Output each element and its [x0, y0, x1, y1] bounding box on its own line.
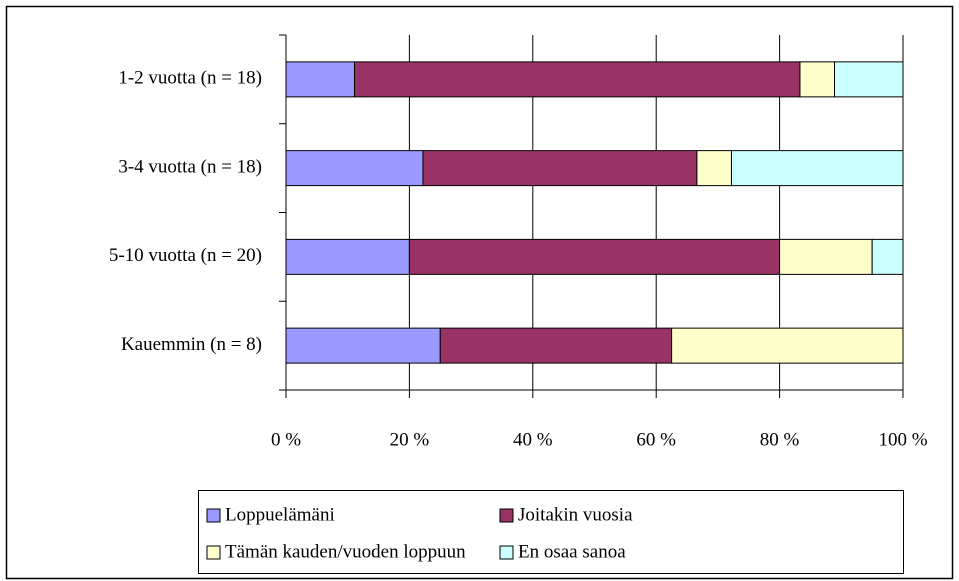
bar-segment — [730, 150, 904, 187]
bar-segment — [353, 61, 801, 98]
bar-segment — [285, 327, 441, 364]
bar-segment — [799, 61, 836, 98]
y-tick-label: Kauemmin (n = 8) — [121, 334, 262, 355]
bar-segment — [408, 238, 781, 275]
y-tick-label: 1-2 vuotta (n = 18) — [118, 68, 262, 89]
legend-label: Tämän kauden/vuoden loppuun — [225, 541, 466, 562]
chart-border — [5, 5, 954, 580]
bar-segment — [696, 150, 732, 187]
legend-swatch — [499, 545, 514, 560]
legend-box — [198, 490, 904, 574]
y-tick-label: 3-4 vuotta (n = 18) — [118, 156, 262, 177]
legend-label: En osaa sanoa — [518, 541, 626, 562]
bar-segment — [285, 150, 424, 187]
bar-segment — [671, 327, 904, 364]
legend-swatch — [206, 508, 221, 523]
y-tick-label: 5-10 vuotta (n = 20) — [109, 245, 262, 266]
bar-segment — [285, 238, 410, 275]
x-tick-label: 20 % — [390, 429, 430, 450]
bar-segment — [285, 61, 355, 98]
bar-segment — [422, 150, 698, 187]
bar-segment — [439, 327, 673, 364]
x-tick-label: 40 % — [513, 429, 553, 450]
x-tick-label: 0 % — [271, 429, 301, 450]
legend-label: Joitakin vuosia — [518, 504, 633, 525]
x-tick-label: 80 % — [760, 429, 800, 450]
legend-swatch — [206, 545, 221, 560]
bar-segment — [871, 238, 904, 275]
x-tick-label: 60 % — [636, 429, 676, 450]
legend-label: Loppuelämäni — [225, 504, 335, 525]
bar-segment — [779, 238, 873, 275]
legend-swatch — [499, 508, 514, 523]
bar-segment — [834, 61, 904, 98]
x-tick-label: 100 % — [878, 429, 927, 450]
